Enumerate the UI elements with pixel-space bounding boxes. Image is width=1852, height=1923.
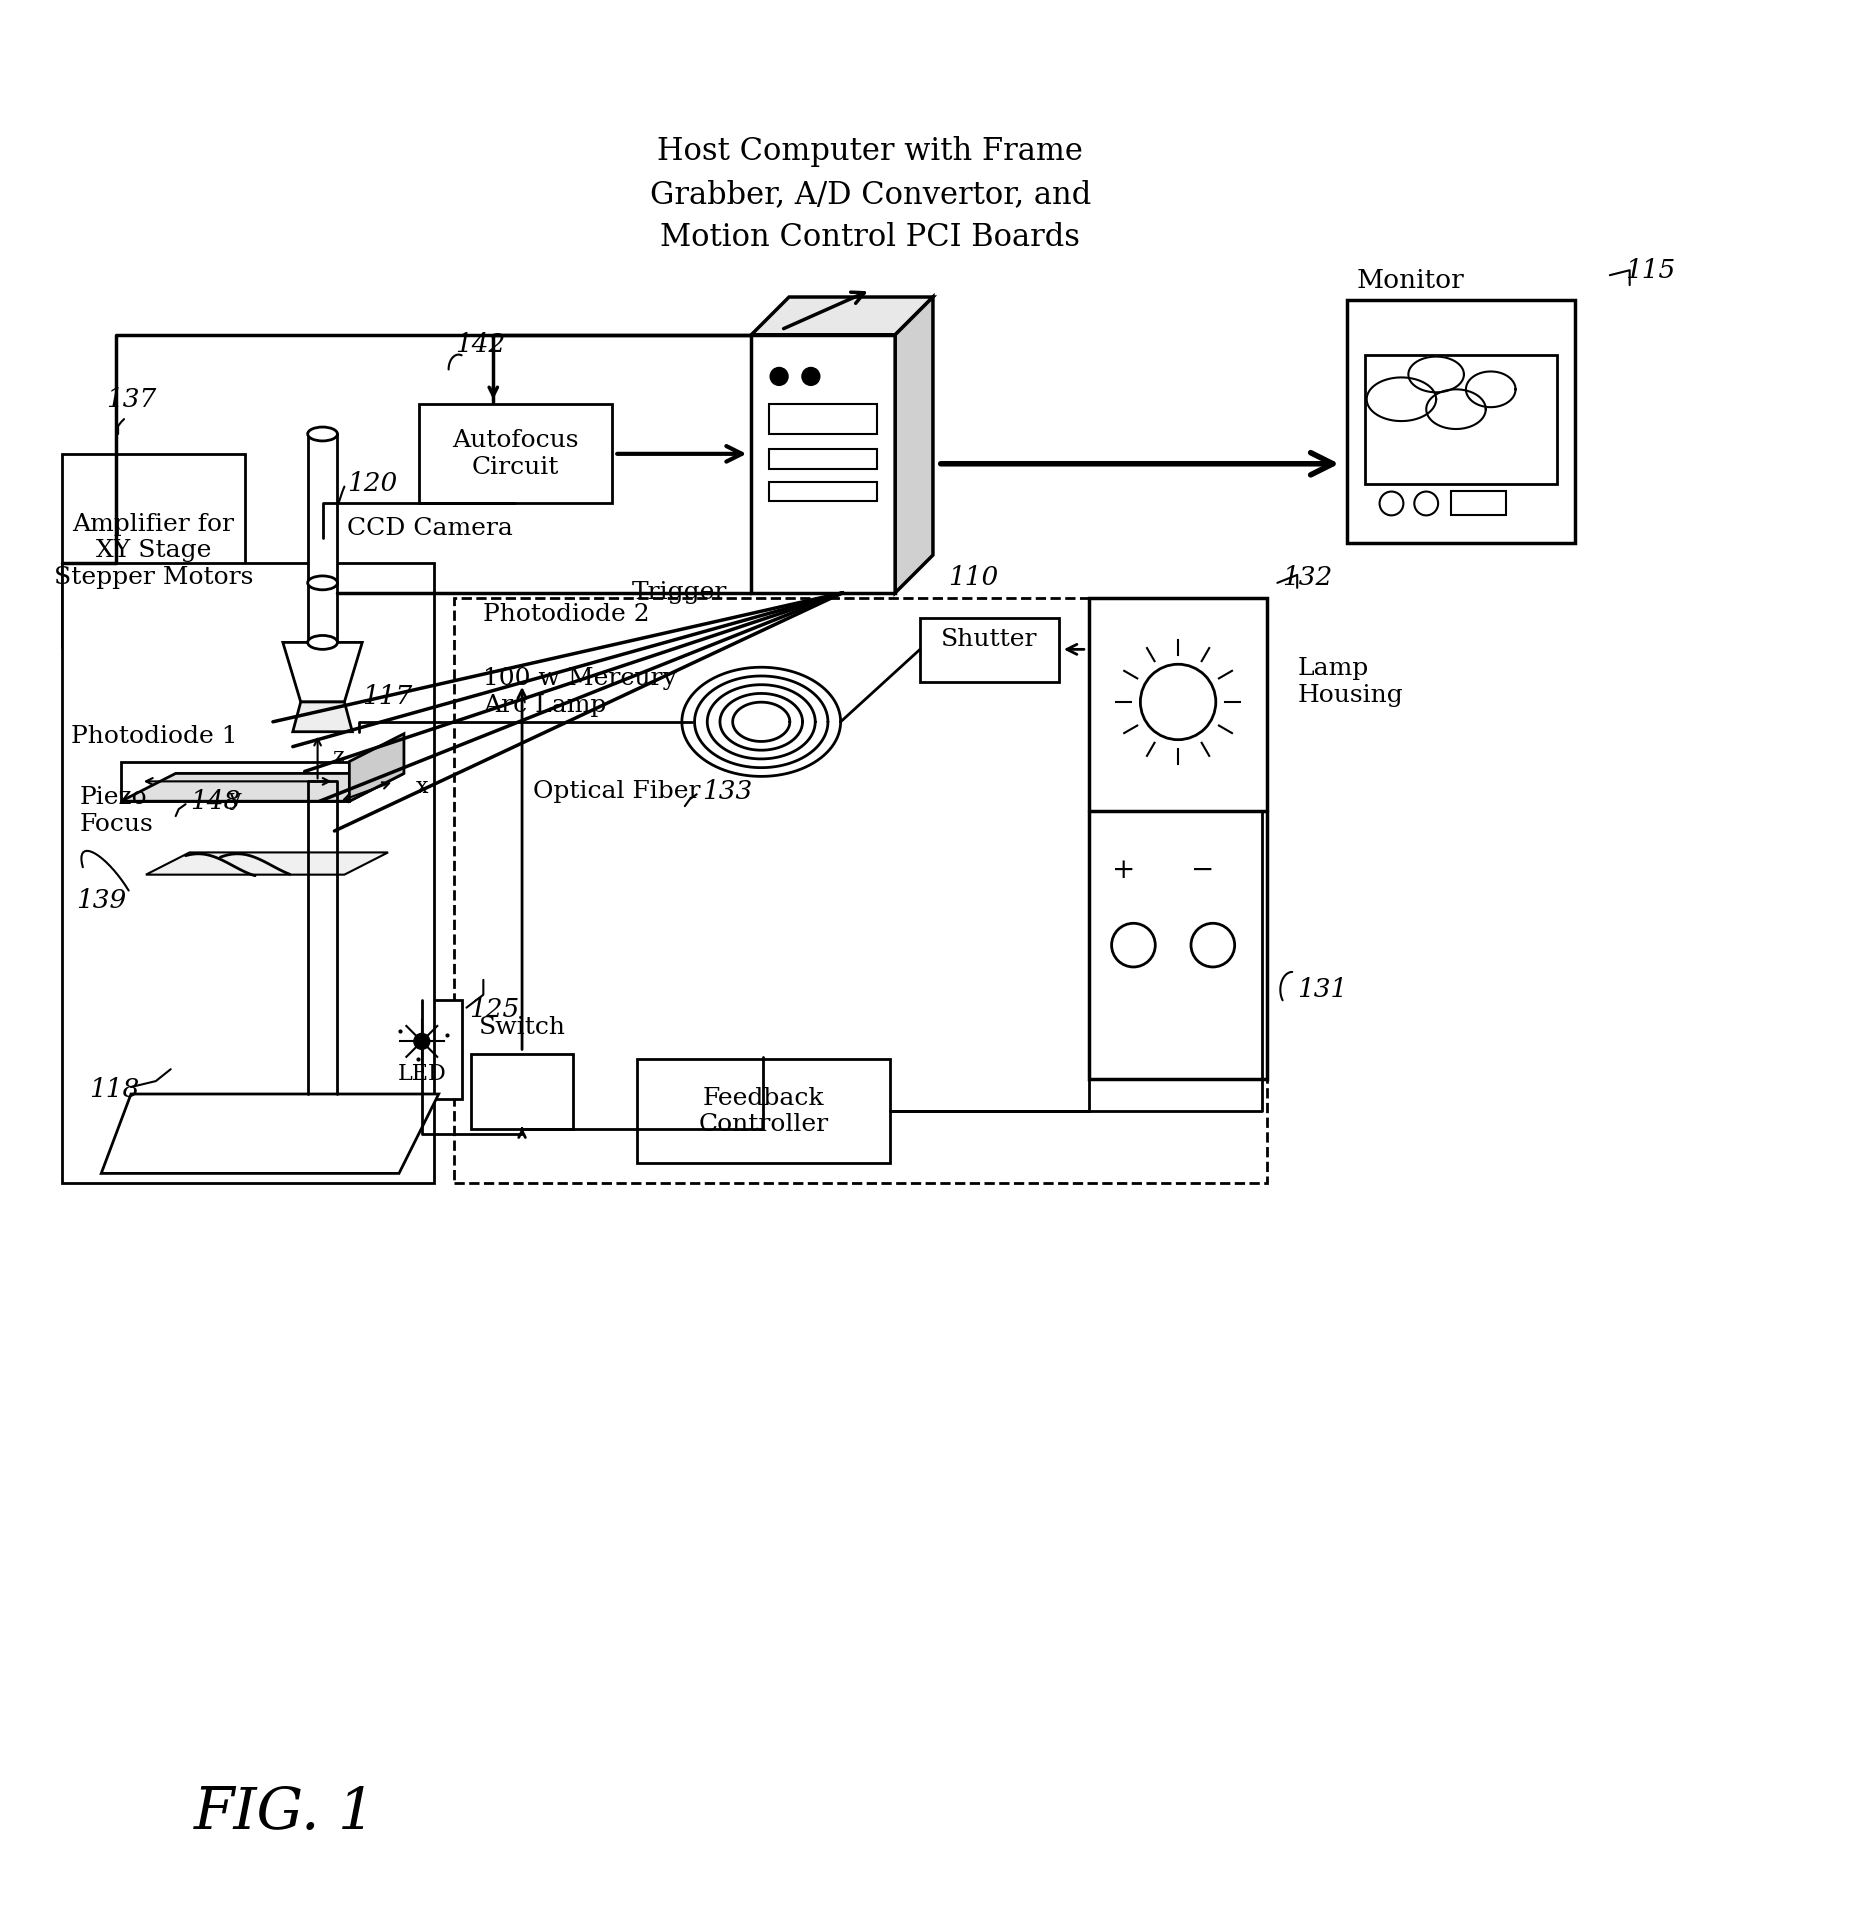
Polygon shape — [102, 1094, 439, 1173]
Text: Switch: Switch — [478, 1017, 565, 1040]
Text: 118: 118 — [89, 1077, 139, 1102]
Polygon shape — [350, 735, 404, 802]
Text: Lamp
Housing: Lamp Housing — [1296, 658, 1404, 708]
Bar — [472, 1054, 572, 1129]
Text: Optical Fiber: Optical Fiber — [533, 781, 700, 802]
Text: 100 w Mercury
Arc Lamp: 100 w Mercury Arc Lamp — [483, 667, 678, 717]
Text: y: y — [230, 788, 241, 810]
Text: 132: 132 — [1282, 565, 1333, 590]
Bar — [769, 404, 878, 435]
Text: CCD Camera: CCD Camera — [348, 517, 513, 540]
Polygon shape — [1367, 377, 1435, 421]
Text: Autofocus
Circuit: Autofocus Circuit — [452, 429, 580, 479]
Text: −: − — [1191, 858, 1215, 885]
Polygon shape — [1426, 388, 1485, 429]
Text: Shutter: Shutter — [941, 629, 1037, 652]
Bar — [1346, 300, 1574, 542]
Polygon shape — [752, 296, 933, 335]
Text: 142: 142 — [456, 333, 506, 358]
Bar — [419, 404, 613, 504]
Bar — [1365, 354, 1558, 483]
Text: FIG. 1: FIG. 1 — [194, 1785, 376, 1842]
Text: Piezo
Focus: Piezo Focus — [80, 787, 154, 837]
Bar — [920, 617, 1059, 683]
Ellipse shape — [307, 427, 337, 440]
Text: 148: 148 — [191, 788, 241, 813]
Circle shape — [413, 1033, 430, 1050]
Bar — [752, 335, 895, 592]
Text: Monitor: Monitor — [1358, 267, 1465, 292]
Bar — [769, 481, 878, 502]
Bar — [454, 598, 1267, 1183]
Polygon shape — [1467, 371, 1515, 408]
Text: 110: 110 — [948, 565, 998, 590]
Bar — [307, 435, 337, 583]
Polygon shape — [120, 773, 404, 802]
Text: 131: 131 — [1296, 977, 1348, 1002]
Text: +: + — [1111, 858, 1135, 885]
Bar — [382, 1000, 461, 1098]
Polygon shape — [283, 642, 363, 702]
Text: Amplifier for
XY Stage
Stepper Motors: Amplifier for XY Stage Stepper Motors — [54, 513, 254, 588]
Ellipse shape — [307, 635, 337, 650]
Bar — [769, 448, 878, 469]
Text: 137: 137 — [106, 387, 156, 412]
Polygon shape — [895, 296, 933, 592]
Text: 117: 117 — [363, 685, 413, 710]
Text: x: x — [417, 777, 428, 798]
Polygon shape — [1408, 356, 1463, 392]
Text: z: z — [333, 746, 344, 767]
Text: LED: LED — [398, 1063, 446, 1085]
Text: 133: 133 — [702, 779, 752, 804]
Text: Photodiode 1: Photodiode 1 — [72, 725, 237, 748]
Polygon shape — [293, 702, 352, 733]
Text: 115: 115 — [1624, 258, 1674, 283]
Polygon shape — [146, 852, 389, 875]
Text: Trigger: Trigger — [632, 581, 728, 604]
Text: 139: 139 — [76, 888, 126, 913]
Bar — [1450, 490, 1506, 515]
Bar — [61, 563, 433, 1183]
Bar — [307, 583, 337, 642]
Bar — [637, 1060, 891, 1163]
Polygon shape — [120, 762, 350, 802]
Bar — [1089, 598, 1267, 1079]
Text: 125: 125 — [469, 998, 520, 1023]
Text: 120: 120 — [348, 471, 398, 496]
Text: Photodiode 2: Photodiode 2 — [483, 604, 650, 627]
Text: Feedback
Controller: Feedback Controller — [698, 1086, 830, 1136]
Circle shape — [770, 367, 789, 385]
Text: Host Computer with Frame
Grabber, A/D Convertor, and
Motion Control PCI Boards: Host Computer with Frame Grabber, A/D Co… — [650, 137, 1091, 254]
Circle shape — [802, 367, 820, 385]
Ellipse shape — [307, 575, 337, 590]
Bar — [61, 454, 244, 648]
